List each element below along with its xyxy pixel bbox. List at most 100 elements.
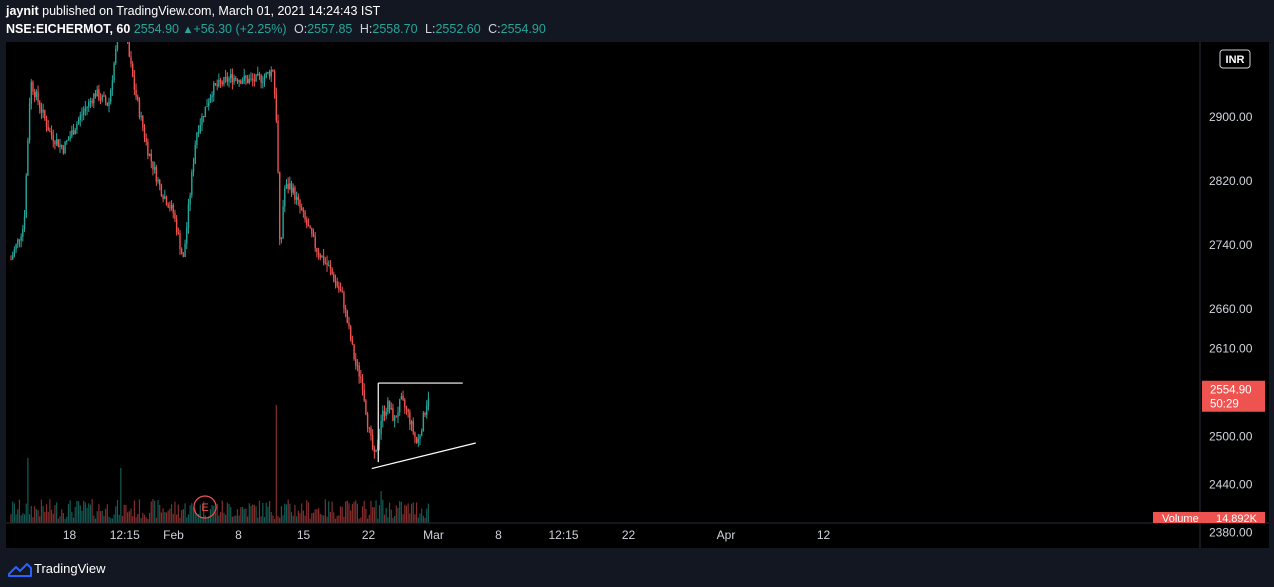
candle-body <box>388 400 391 410</box>
footer-bar: TradingView <box>0 555 1274 587</box>
candle-body <box>103 95 105 97</box>
volume-bar <box>412 502 414 523</box>
candle-body <box>414 432 416 437</box>
volume-bar <box>265 502 267 523</box>
volume-bar <box>164 511 166 523</box>
candle-body <box>184 243 186 258</box>
candle-body <box>343 292 345 309</box>
candle-body <box>86 106 88 109</box>
candle-body <box>140 116 142 118</box>
candle-body <box>159 179 161 186</box>
volume-bar <box>277 516 279 523</box>
chart-frame <box>6 42 1269 548</box>
candle-body <box>370 428 372 436</box>
volume-bar <box>27 458 29 523</box>
earnings-circle[interactable] <box>193 495 217 519</box>
volume-bar <box>162 508 164 523</box>
volume-bar <box>321 514 323 523</box>
volume-bar <box>274 518 276 523</box>
candle-body <box>182 254 185 258</box>
volume-bar <box>355 500 357 523</box>
volume-bar <box>174 501 176 523</box>
volume-bar <box>172 513 174 523</box>
candle-body <box>165 196 168 205</box>
candle-body <box>18 239 21 241</box>
candle-body <box>228 78 230 82</box>
candle-body <box>287 184 289 189</box>
volume-bar <box>323 515 325 523</box>
candle-body <box>356 365 359 367</box>
candle-body <box>302 210 305 212</box>
volume-bar <box>79 505 81 523</box>
volume-bar <box>343 516 345 523</box>
volume-value: 14.892K <box>1216 513 1258 525</box>
volume-bar <box>370 500 372 523</box>
last-price-value: 2554.90 <box>133 22 180 36</box>
volume-bar <box>47 511 49 523</box>
last-price-box <box>1202 380 1265 412</box>
volume-bar <box>40 499 43 523</box>
volume-bar <box>216 503 218 523</box>
candle-body <box>317 251 320 255</box>
volume-bar <box>113 514 115 523</box>
candle-body <box>55 139 58 145</box>
candle-body <box>89 100 92 102</box>
volume-bar <box>34 506 36 523</box>
volume-bar <box>218 515 220 523</box>
volume-bar <box>127 512 129 523</box>
candle-body <box>353 344 355 359</box>
tradingview-brand[interactable]: TradingView <box>34 561 106 576</box>
author-name[interactable]: jaynit <box>6 4 39 18</box>
candle-body <box>201 116 203 125</box>
volume-bar <box>319 513 321 523</box>
candle-body <box>59 144 61 147</box>
volume-bar <box>137 514 139 523</box>
candle-body <box>385 411 387 416</box>
time-tick-1: 12:15 <box>110 528 140 542</box>
tradingview-logo-icon[interactable] <box>8 560 32 578</box>
candle-body <box>412 421 414 433</box>
candle-body <box>322 255 325 263</box>
candle-body <box>336 281 338 287</box>
time-tick-8: 12:15 <box>548 528 578 542</box>
volume-bar <box>402 514 404 523</box>
earnings-marker[interactable]: E <box>193 495 217 519</box>
volume-bar <box>241 506 244 523</box>
candle-body <box>371 435 374 449</box>
candle-body <box>40 108 43 113</box>
trendlines-layer[interactable] <box>371 382 476 470</box>
candle-body <box>250 78 252 80</box>
volume-bar <box>45 504 48 523</box>
time-axis[interactable]: 18 12:15 Feb 8 15 22 Mar 8 12:15 22 Apr 12 <box>63 528 831 542</box>
currency-badge[interactable]: INR <box>1219 49 1251 69</box>
price-chart[interactable]: E 3000.00 2900.00 2820.00 2740.00 2660.00 261… <box>6 12 1269 579</box>
candle-body <box>307 224 310 227</box>
candle-body <box>405 407 408 410</box>
candle-body <box>116 34 119 49</box>
candle-body <box>365 400 367 415</box>
volume-bar <box>427 503 430 523</box>
volume-bar <box>208 516 210 523</box>
volume-bar <box>253 504 255 523</box>
volume-bar <box>194 510 196 523</box>
symbol-label[interactable]: NSE:EICHERMOT, 60 <box>6 22 131 36</box>
time-tick-2: Feb <box>163 528 184 542</box>
candle-body <box>98 89 100 100</box>
candle-body <box>204 106 207 118</box>
volume-bar <box>285 504 288 523</box>
volume-bar <box>289 503 291 523</box>
trendline-rising-support[interactable] <box>371 442 476 470</box>
volume-bar <box>72 517 75 523</box>
volume-bar <box>223 512 225 523</box>
volume-bar <box>312 512 315 523</box>
currency-badge-box[interactable] <box>1219 49 1251 69</box>
candle-body <box>382 410 384 421</box>
candle-body <box>33 91 36 98</box>
volume-bar <box>142 512 144 523</box>
high-value: 2558.70 <box>372 22 418 36</box>
candle-body <box>387 400 389 412</box>
candle-body <box>245 75 247 79</box>
chart-container[interactable]: E 3000.00 2900.00 2820.00 2740.00 2660.00 261… <box>6 12 1269 579</box>
candle-body <box>410 421 413 425</box>
candle-body <box>10 259 12 261</box>
